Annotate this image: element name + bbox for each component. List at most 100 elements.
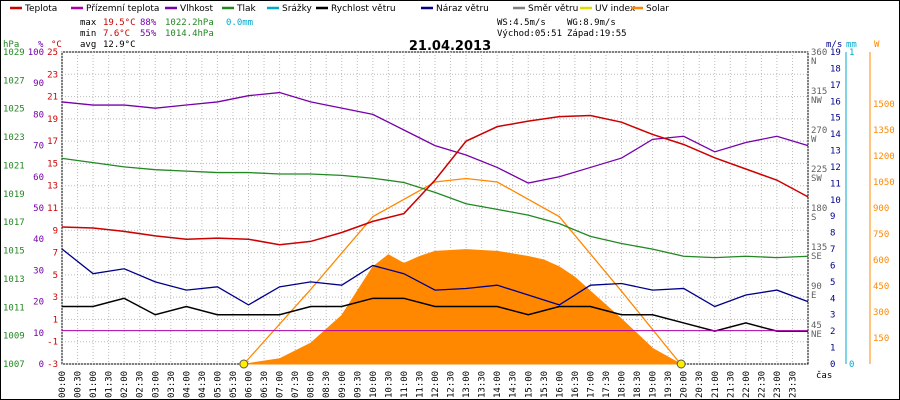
wind-gust-line [61, 248, 809, 308]
tick-label-dir: 225 [811, 165, 827, 175]
tick-label-pct: 10 [33, 329, 44, 339]
tick-label-pct: 0 [39, 360, 44, 370]
tick-label-hpa: 1011 [3, 303, 25, 313]
temperature-line [61, 114, 809, 246]
legend-label: Přízemní teplota [86, 4, 159, 14]
tick-label-temp: 21 [47, 93, 58, 103]
tick-label-time: 17:30 [602, 371, 612, 398]
axis-unit-hpa: hPa [3, 40, 19, 50]
legend-label: Vlhkost [180, 4, 213, 14]
tick-label-time: 12:30 [447, 371, 457, 398]
stat-min-pressure: 1014.4hPa [165, 29, 214, 39]
tick-label-w: 1350 [873, 126, 895, 136]
tick-label-time: 10:00 [369, 371, 379, 398]
tick-label-pct: 100 [28, 48, 44, 58]
legend-label: UV index [595, 4, 636, 14]
tick-label-ms: 15 [830, 114, 841, 124]
tick-label-dir: 180 [811, 204, 827, 214]
tick-label-hpa: 1013 [3, 275, 25, 285]
pressure-line [61, 157, 809, 259]
tick-label-dir: 45 [811, 321, 822, 331]
axis-unit-mm: mm [846, 40, 857, 50]
tick-label-w: 1500 [873, 100, 895, 110]
tick-label-ms: 8 [830, 229, 835, 239]
legend-label: Srážky [282, 4, 313, 14]
tick-label-ms: 1 [830, 344, 835, 354]
tick-label-ms: 16 [830, 97, 841, 107]
tick-label-hpa: 1023 [3, 133, 25, 143]
stat-sunset: Západ:19:55 [567, 29, 627, 39]
tick-label-mm: 0 [849, 360, 854, 370]
tick-label-ms: 10 [830, 196, 841, 206]
stat-wind-speed: WS:4.5m/s [497, 18, 546, 28]
humidity-line [61, 91, 809, 184]
tick-label-temp: -3 [47, 360, 58, 370]
tick-label-time: 16:30 [571, 371, 581, 398]
tick-label-hpa: 1025 [3, 105, 25, 115]
tick-label-pct: 30 [33, 266, 44, 276]
tick-label-time: 01:00 [89, 371, 99, 398]
tick-label-temp: 23 [47, 70, 58, 80]
tick-label-time: 22:00 [742, 371, 752, 398]
tick-label-time: 18:30 [633, 371, 643, 398]
tick-label-dir-name: E [811, 291, 816, 301]
axis-unit-pct: % [38, 40, 44, 50]
tick-label-time: 11:30 [415, 371, 425, 398]
tick-label-time: 13:30 [478, 371, 488, 398]
tick-label-time: 23:30 [788, 371, 798, 398]
tick-label-time: 17:00 [586, 371, 596, 398]
tick-label-temp: 25 [47, 48, 58, 58]
tick-label-hpa: 1015 [3, 247, 25, 257]
tick-label-time: 08:30 [322, 371, 332, 398]
tick-label-ms: 6 [830, 261, 835, 271]
tick-label-mm: 1 [849, 48, 854, 58]
tick-label-time: 21:30 [726, 371, 736, 398]
tick-label-hpa: 1007 [3, 360, 25, 370]
tick-label-time: 22:30 [757, 371, 767, 398]
tick-label-ms: 12 [830, 163, 841, 173]
tick-label-time: 08:00 [307, 371, 317, 398]
tick-label-time: 05:30 [229, 371, 239, 398]
axis-unit-w: W [874, 40, 880, 50]
stat-min-humidity: 55% [140, 29, 157, 39]
tick-label-pct: 60 [33, 173, 44, 183]
tick-label-time: 06:30 [260, 371, 270, 398]
legend-label: Solar [646, 4, 669, 14]
tick-label-temp: 15 [47, 159, 58, 169]
stat-min-label: min [80, 29, 96, 39]
tick-label-pct: 70 [33, 142, 44, 152]
tick-label-hpa: 1029 [3, 48, 25, 58]
wind-speed-line [62, 297, 808, 332]
tick-label-time: 14:30 [509, 371, 519, 398]
tick-label-ms: 19 [830, 48, 841, 58]
tick-label-temp: 5 [53, 271, 58, 281]
tick-label-w: 900 [873, 204, 889, 214]
stat-avg-label: avg [80, 40, 96, 50]
tick-label-time: 02:30 [136, 371, 146, 398]
tick-label-pct: 80 [33, 110, 44, 120]
tick-label-time: 15:00 [524, 371, 534, 398]
stat-sunrise: Východ:05:51 [497, 29, 562, 39]
tick-label-w: 300 [873, 308, 889, 318]
tick-label-ms: 17 [830, 81, 841, 91]
tick-label-time: 18:00 [618, 371, 628, 398]
tick-label-dir-name: SE [811, 252, 822, 262]
legend-label: Náraz větru [436, 4, 489, 14]
tick-label-time: 03:00 [151, 371, 161, 398]
x-axis-label: čas [816, 370, 832, 381]
tick-label-hpa: 1009 [3, 332, 25, 342]
tick-label-dir: 360 [811, 48, 827, 58]
stat-max-temp: 19.5°C [103, 18, 136, 28]
tick-label-ms: 11 [830, 179, 841, 189]
tick-label-ms: 4 [830, 294, 835, 304]
tick-label-time: 00:30 [74, 371, 84, 398]
stat-max-label: max [80, 18, 97, 28]
stat-max-pressure: 1022.2hPa [165, 18, 214, 28]
tick-label-ms: 2 [830, 327, 835, 337]
axis-unit-ms: m/s [826, 40, 842, 50]
tick-label-hpa: 1017 [3, 218, 25, 228]
tick-label-time: 13:00 [462, 371, 472, 398]
tick-label-dir-name: W [811, 135, 817, 145]
tick-label-time: 07:30 [291, 371, 301, 398]
